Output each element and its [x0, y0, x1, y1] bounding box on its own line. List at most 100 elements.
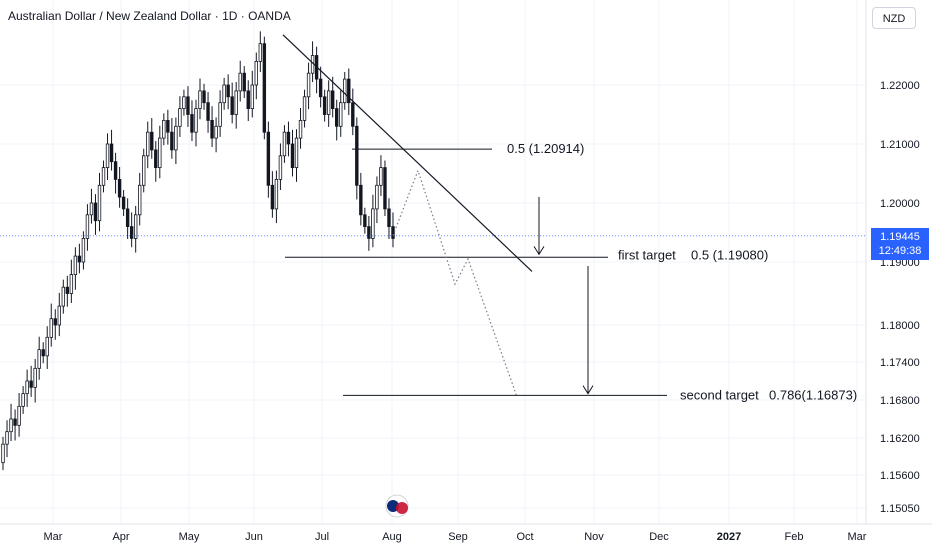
first-target-label: first target	[618, 247, 676, 262]
candle-body	[367, 226, 371, 239]
candle-body	[226, 84, 230, 98]
time-tick-label: Mar	[848, 531, 867, 543]
candle-body	[170, 131, 174, 151]
candle-body	[210, 120, 214, 139]
candle-body	[142, 155, 146, 186]
candle-body	[194, 108, 198, 133]
logo-flag-au	[387, 500, 399, 512]
candle-body	[182, 96, 186, 110]
candle-body	[158, 137, 162, 169]
candle-body	[266, 131, 271, 186]
candle-body	[190, 114, 194, 133]
candle-body	[218, 102, 222, 127]
annotations: 0.5 (1.20914) first target 0.5 (1.19080) se…	[0, 34, 866, 402]
candle-body	[355, 125, 359, 186]
candles	[1, 31, 395, 471]
time-tick-label: Mar	[44, 531, 63, 543]
time-tick-label: Oct	[516, 531, 533, 543]
time-tick-label: 2027	[717, 531, 741, 543]
candle-body	[1, 443, 5, 464]
candle-body	[322, 96, 327, 115]
candle-body	[166, 120, 170, 133]
candle-body	[242, 72, 246, 92]
time-tick-label: Jul	[315, 531, 329, 543]
currency-selector[interactable]: NZD	[872, 7, 916, 29]
candle-body	[105, 143, 110, 169]
candle-body	[339, 102, 343, 127]
price-tick-label: 1.20000	[880, 198, 920, 210]
price-tick-label: 1.15050	[880, 503, 920, 515]
candle-body	[343, 78, 347, 104]
candle-body	[306, 72, 311, 98]
candle-body	[186, 96, 190, 115]
candle-body	[41, 349, 45, 357]
price-tick-label: 1.22000	[880, 80, 920, 92]
second-target-label: second target	[680, 387, 759, 402]
chart-title: Australian Dollar / New Zealand Dollar ·…	[8, 9, 291, 23]
time-tick-label: Aug	[382, 531, 402, 543]
price-tick-label: 1.21000	[880, 139, 920, 151]
candle-body	[65, 286, 70, 294]
candle-body	[379, 167, 383, 186]
candle-body	[85, 214, 90, 239]
price-tick-label: 1.19000	[880, 257, 920, 269]
candle-body	[290, 143, 295, 169]
candle-body	[234, 90, 238, 115]
candle-body	[222, 84, 226, 104]
current-price-label: 1.19445 12:49:38	[871, 228, 929, 260]
price-tick-label: 1.16800	[880, 395, 920, 407]
candle-body	[246, 90, 250, 110]
candle-body	[146, 131, 150, 157]
candle-body	[9, 418, 13, 433]
candle-body	[375, 184, 379, 210]
candle-body	[61, 286, 66, 307]
candle-body	[298, 120, 303, 139]
candle-body	[214, 125, 218, 139]
candle-body	[371, 208, 375, 239]
price-tick-label: 1.16200	[880, 433, 920, 445]
candle-body	[383, 167, 387, 210]
candle-body	[53, 318, 57, 326]
candle-body	[286, 131, 291, 145]
candle-body	[121, 196, 126, 210]
candle-body	[150, 131, 154, 151]
candle-body	[391, 226, 395, 239]
candle-body	[77, 255, 82, 263]
candle-body	[359, 184, 363, 216]
candle-body	[117, 178, 122, 198]
candle-body	[133, 214, 138, 239]
candle-body	[37, 349, 41, 369]
candle-body	[113, 161, 118, 180]
arrow-head-second-target	[582, 385, 594, 395]
candle-body	[129, 226, 134, 239]
candle-body	[250, 84, 254, 110]
candle-body	[326, 90, 331, 115]
candle-body	[154, 149, 158, 168]
candle-body	[363, 214, 367, 228]
candle-body	[282, 131, 287, 157]
countdown-timer: 12:49:38	[878, 245, 922, 257]
time-tick-label: Dec	[649, 531, 669, 543]
tradingview-logo	[385, 494, 409, 518]
candle-body	[29, 380, 33, 388]
candle-body	[202, 90, 206, 104]
candle-body	[125, 208, 130, 227]
candle-body	[21, 393, 25, 407]
candle-body	[302, 96, 307, 121]
time-tick-label: Sep	[448, 531, 468, 543]
projected-path	[392, 168, 518, 398]
price-tick-label: 1.18000	[880, 320, 920, 332]
arrow-head-first-target	[533, 246, 545, 256]
candle-body	[101, 167, 106, 186]
candle-body	[73, 255, 78, 276]
candle-body	[45, 336, 49, 357]
candle-body	[238, 72, 242, 92]
price-tick-label: 1.15600	[880, 470, 920, 482]
candle-body	[258, 43, 263, 62]
candle-body	[138, 184, 142, 216]
time-axis[interactable]: Mar Apr May Jun Jul Aug Sep Oct Nov Dec 2027 Feb Mar	[0, 523, 932, 543]
price-axis[interactable]: 1.22000 1.21000 1.20000 1.19000 1.18000 1.174…	[865, 0, 920, 524]
level-label-fib-05: 0.5 (1.20914)	[507, 141, 584, 156]
